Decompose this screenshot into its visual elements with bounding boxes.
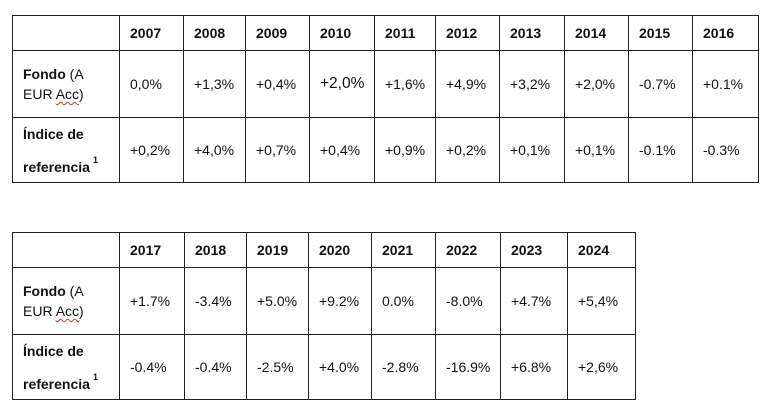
- benchmark-value: +0,2%: [435, 117, 500, 183]
- fund-value: +0.1%: [692, 50, 759, 118]
- fund-value: +3,2%: [499, 50, 565, 118]
- benchmark-value: -0.3%: [692, 117, 759, 183]
- benchmark-value: +0,2%: [119, 117, 184, 183]
- benchmark-value: +4,0%: [183, 117, 246, 183]
- fund-value: -0.7%: [628, 50, 693, 118]
- fund-value: +9.2%: [308, 267, 372, 335]
- year-header: 2014: [564, 15, 629, 51]
- year-header: 2018: [184, 232, 247, 268]
- year-header: 2017: [119, 232, 185, 268]
- benchmark-label: Índice de referencia 1: [12, 334, 120, 400]
- year-header: 2008: [183, 15, 246, 51]
- year-header: 2023: [500, 232, 568, 268]
- fund-label: Fondo (A EUR Acc): [12, 267, 120, 335]
- benchmark-value: -2.5%: [246, 334, 309, 400]
- fund-value: +1,3%: [183, 50, 246, 118]
- year-header-row: 2017 2018 2019 2020 2021 2022 2023 2024: [12, 232, 636, 268]
- benchmark-row: Índice de referencia 1 -0.4% -0.4% -2.5% +…: [12, 334, 636, 400]
- footnote-marker: 1: [92, 154, 98, 165]
- year-header: 2007: [119, 15, 184, 51]
- fund-value: +2,0%: [309, 50, 375, 118]
- fund-value: +1,6%: [374, 50, 436, 118]
- corner-cell: [12, 232, 120, 268]
- benchmark-value: +0,4%: [309, 117, 375, 183]
- benchmark-value: -0.4%: [119, 334, 185, 400]
- fund-row: Fondo (A EUR Acc) +1.7% -3.4% +5.0% +9.2%…: [12, 267, 636, 335]
- year-header: 2015: [628, 15, 693, 51]
- benchmark-value: +0,1%: [564, 117, 629, 183]
- benchmark-value: -2.8%: [371, 334, 436, 400]
- fund-value: 0,0%: [119, 50, 184, 118]
- benchmark-value: +0,7%: [245, 117, 310, 183]
- fund-value: +4,9%: [435, 50, 500, 118]
- returns-table-2017-2024: 2017 2018 2019 2020 2021 2022 2023 2024 …: [12, 232, 636, 400]
- year-header: 2019: [246, 232, 309, 268]
- fund-value: +1.7%: [119, 267, 185, 335]
- year-header-row: 2007 2008 2009 2010 2011 2012 2013 2014 …: [12, 15, 759, 51]
- fund-value: -3.4%: [184, 267, 247, 335]
- fund-value: +2,0%: [564, 50, 629, 118]
- benchmark-value: +6.8%: [500, 334, 568, 400]
- year-header: 2009: [245, 15, 310, 51]
- year-header: 2022: [435, 232, 501, 268]
- benchmark-value: +2,6%: [567, 334, 636, 400]
- fund-label: Fondo (A EUR Acc): [12, 50, 120, 118]
- benchmark-value: -0.1%: [628, 117, 693, 183]
- fund-value: +5.0%: [246, 267, 309, 335]
- year-header: 2016: [692, 15, 759, 51]
- benchmark-value: +4.0%: [308, 334, 372, 400]
- fund-value: +5,4%: [567, 267, 636, 335]
- year-header: 2010: [309, 15, 375, 51]
- fund-value: +4.7%: [500, 267, 568, 335]
- benchmark-row: Índice de referencia 1 +0,2% +4,0% +0,7% +…: [12, 117, 759, 183]
- benchmark-label: Índice de referencia 1: [12, 117, 120, 183]
- year-header: 2024: [567, 232, 636, 268]
- year-header: 2021: [371, 232, 436, 268]
- fund-value: -8.0%: [435, 267, 501, 335]
- year-header: 2012: [435, 15, 500, 51]
- year-header: 2020: [308, 232, 372, 268]
- benchmark-value: -16.9%: [435, 334, 501, 400]
- fund-value: 0.0%: [371, 267, 436, 335]
- footnote-marker: 1: [92, 371, 98, 382]
- fund-value: +0,4%: [245, 50, 310, 118]
- corner-cell: [12, 15, 120, 51]
- benchmark-value: +0,1%: [499, 117, 565, 183]
- benchmark-value: -0.4%: [184, 334, 247, 400]
- fund-row: Fondo (A EUR Acc) 0,0% +1,3% +0,4% +2,0% …: [12, 50, 759, 118]
- year-header: 2013: [499, 15, 565, 51]
- benchmark-value: +0,9%: [374, 117, 436, 183]
- returns-table-2007-2016: 2007 2008 2009 2010 2011 2012 2013 2014 …: [12, 15, 759, 183]
- year-header: 2011: [374, 15, 436, 51]
